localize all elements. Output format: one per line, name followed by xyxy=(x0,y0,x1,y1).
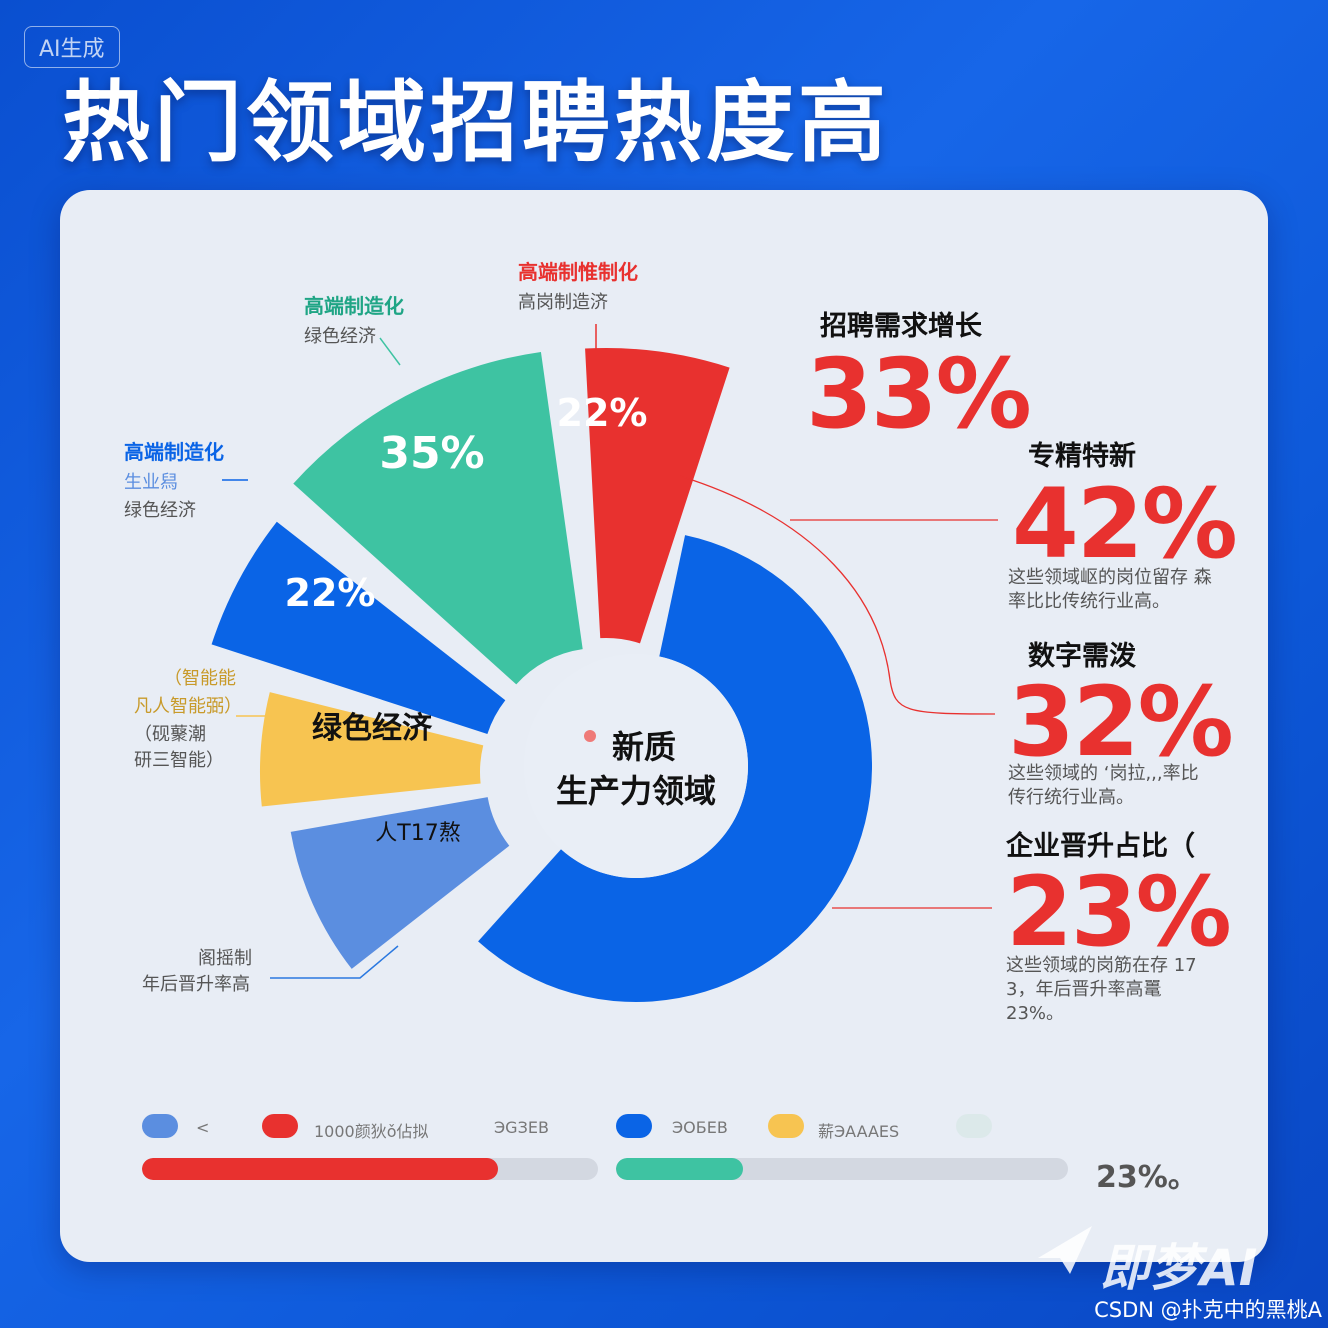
stat-note-digital: 这些领域的 ‘岗拉,,,率比 传行统行业高。 xyxy=(1008,763,1199,808)
slice-label-red: 22% xyxy=(557,391,648,435)
stat-title-recruit-growth: 招聘需求增长 xyxy=(820,311,982,342)
stat-note-specialized: 这些领域岖的岗位留存 森率比比传统行业高。 xyxy=(1008,567,1212,612)
watermark-text: 即梦AI xyxy=(1100,1239,1258,1297)
callout-bottom-line1: 阁摇制 xyxy=(198,948,252,969)
slice-green xyxy=(293,351,583,685)
stat-value-specialized: 42% xyxy=(1012,468,1238,580)
callout-bottom-line2: 年后晋升率高 xyxy=(142,974,250,995)
progress-fill-green xyxy=(616,1158,743,1180)
legend-swatch-5 xyxy=(768,1114,804,1138)
callout-yellow-line3: （砚藂潮 xyxy=(134,724,206,745)
leader-line-bottom xyxy=(270,945,399,979)
ai-generated-badge: AI生成 xyxy=(24,26,120,68)
legend-label-2: 1000颜狄ǒ佔拟 xyxy=(314,1122,429,1141)
legend-label-4: ЭOБЕB xyxy=(672,1118,728,1137)
slice-label-periwinkle: 人T17熬 xyxy=(375,821,460,846)
slice-blue xyxy=(211,521,506,735)
callout-yellow-line4: 研三智能） xyxy=(134,750,224,771)
progress-fill-red xyxy=(142,1158,498,1180)
slice-label-yellow: 绿色经济 xyxy=(312,711,433,746)
leader-line-green xyxy=(379,337,401,366)
page-title: 热门领域招聘热度高 xyxy=(62,71,891,174)
callout-red-head: 高端制惟制化 xyxy=(518,260,638,284)
legend-swatch-4 xyxy=(616,1114,652,1138)
slice-yellow xyxy=(259,692,484,807)
slice-red xyxy=(585,348,730,644)
progress-bar-green xyxy=(616,1158,1068,1180)
slice-label-green: 35% xyxy=(379,428,484,479)
callout-green-head: 高端制造化 xyxy=(304,294,404,318)
progress-label-green: 23%。 xyxy=(1096,1160,1198,1195)
callout-blue-sub1: 生业舄 xyxy=(124,472,178,493)
slice-label-blue: 22% xyxy=(285,571,376,615)
progress-bar-red xyxy=(142,1158,598,1180)
stat-value-digital: 32% xyxy=(1008,666,1234,778)
stat-title-digital: 数字需泼 xyxy=(1028,641,1136,672)
stat-value-promotion: 23% xyxy=(1006,856,1232,968)
center-label-line2: 生产力领域 xyxy=(556,772,716,810)
callout-yellow-line1: （智能能 xyxy=(164,668,236,689)
stat-value-recruit-growth: 33% xyxy=(806,338,1032,450)
callout-yellow-line2: 凡人智能弼） xyxy=(134,696,242,717)
legend-label-3: ЭGЗEB xyxy=(494,1118,549,1137)
legend-label-1: < xyxy=(196,1118,210,1137)
legend-label-5: 薪ЭAAAES xyxy=(818,1122,900,1141)
center-disc xyxy=(524,654,748,878)
legend-swatch-6 xyxy=(956,1114,992,1138)
callout-blue-sub2: 绿色经济 xyxy=(124,500,196,521)
callout-green-sub: 绿色经济 xyxy=(304,326,376,347)
stat-title-promotion: 企业晋升占比（ xyxy=(1006,831,1195,862)
slice-periwinkle xyxy=(290,797,510,969)
center-label-line1: 新质 xyxy=(612,728,676,766)
stat-title-specialized: 专精特新 xyxy=(1028,441,1136,472)
legend-swatch-1 xyxy=(142,1114,178,1138)
center-dot xyxy=(584,730,596,742)
credit-text: CSDN @扑克中的黑桃A xyxy=(1094,1298,1322,1322)
callout-blue-head: 高端制造化 xyxy=(124,440,224,464)
jimeng-logo-icon xyxy=(1038,1226,1092,1274)
callout-red-sub: 高岗制造济 xyxy=(518,292,608,313)
slice-main-ring xyxy=(478,535,873,1002)
stat-note-promotion: 这些领域的岗筋在存 17 3，年后晋升率高鼍23%。 xyxy=(1006,955,1197,1024)
legend-swatch-2 xyxy=(262,1114,298,1138)
leader-line-stat2 xyxy=(679,475,996,715)
